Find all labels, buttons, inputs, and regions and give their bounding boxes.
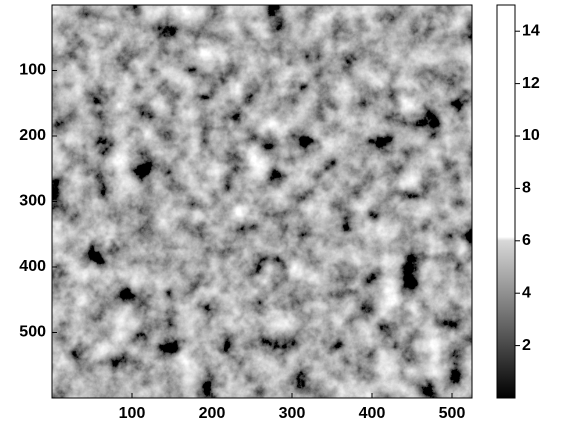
y-tick-label: 100 <box>19 62 46 79</box>
x-tick-label: 500 <box>439 405 466 422</box>
image <box>52 5 472 398</box>
x-tick-label: 300 <box>279 405 306 422</box>
colorbar-tick-label: 14 <box>522 22 540 39</box>
colorbar-tick-label: 8 <box>522 180 531 197</box>
colorbar-tick-label: 2 <box>522 337 531 354</box>
x-tick-label: 400 <box>359 405 386 422</box>
y-tick-label: 300 <box>19 193 46 210</box>
colorbar-tick-label: 12 <box>522 75 540 92</box>
chart: 100 200 300 400 500 100 200 300 400 500 2 4 6 8 10 12 14 <box>0 0 564 428</box>
y-tick-label: 400 <box>19 258 46 275</box>
y-tick-label: 500 <box>19 324 46 341</box>
colorbar-tick-label: 6 <box>522 232 531 249</box>
colorbar <box>497 5 515 398</box>
x-tick-label: 100 <box>119 405 146 422</box>
colorbar-tick-label: 10 <box>522 127 540 144</box>
colorbar-tick-label: 4 <box>522 284 531 301</box>
x-tick-label: 200 <box>199 405 226 422</box>
y-tick-label: 200 <box>19 127 46 144</box>
